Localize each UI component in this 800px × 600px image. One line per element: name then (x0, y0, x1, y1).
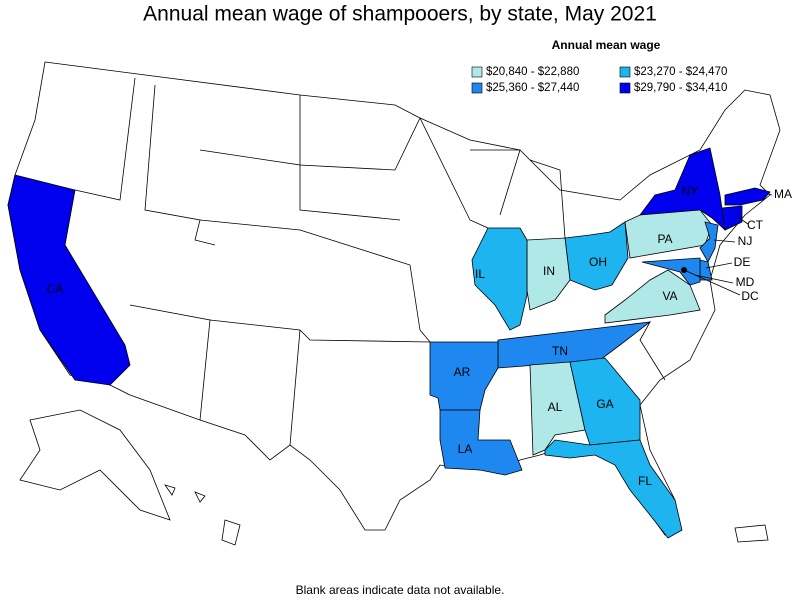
state (439, 409, 523, 476)
state-label: AL (548, 400, 563, 414)
state-label: PA (657, 232, 672, 246)
state-label: LA (458, 442, 473, 456)
state-label: NJ (738, 234, 753, 248)
state (7, 174, 131, 386)
state-label: TN (552, 344, 568, 358)
state-label: NY (682, 184, 699, 198)
leader-line (734, 214, 749, 225)
legend-swatch (619, 82, 631, 94)
legend-swatch (619, 66, 631, 78)
state-label: IL (475, 267, 485, 281)
state-label: FL (638, 474, 652, 488)
state-label: GA (596, 397, 613, 411)
legend-label: $23,270 - $24,470 (634, 66, 727, 78)
legend-title: Annual mean wage (552, 38, 661, 52)
footnote: Blank areas indicate data not available. (296, 583, 505, 597)
leader-line (683, 269, 741, 296)
legend: $20,840 - $22,880 $23,270 - $24,470 $25,36… (471, 66, 727, 94)
leader-line (767, 193, 773, 196)
state-label: VA (662, 289, 677, 303)
state-label: CT (747, 218, 764, 232)
state-label: CA (47, 282, 64, 296)
state (721, 205, 743, 231)
state (639, 147, 726, 232)
state-label: IN (543, 264, 555, 278)
state-label: DC (741, 289, 759, 303)
state-label: OH (589, 255, 607, 269)
leader-line (705, 262, 733, 269)
state (724, 187, 771, 206)
state-label: DE (734, 255, 751, 269)
state-label: MD (736, 275, 755, 289)
state-label: MA (774, 187, 792, 201)
map-title: Annual mean wage of shampooers, by state… (143, 3, 657, 26)
state (471, 227, 528, 331)
state (564, 221, 629, 291)
leader-line (694, 274, 734, 284)
state (544, 439, 683, 539)
leader-line (713, 239, 736, 243)
legend-label: $25,360 - $27,440 (486, 82, 579, 94)
legend-swatch (471, 66, 483, 78)
legend-label: $20,840 - $22,880 (486, 66, 579, 78)
state (604, 269, 701, 324)
legend-label: $29,790 - $34,410 (634, 82, 727, 94)
legend-swatch (471, 82, 483, 94)
state-label: AR (454, 365, 471, 379)
